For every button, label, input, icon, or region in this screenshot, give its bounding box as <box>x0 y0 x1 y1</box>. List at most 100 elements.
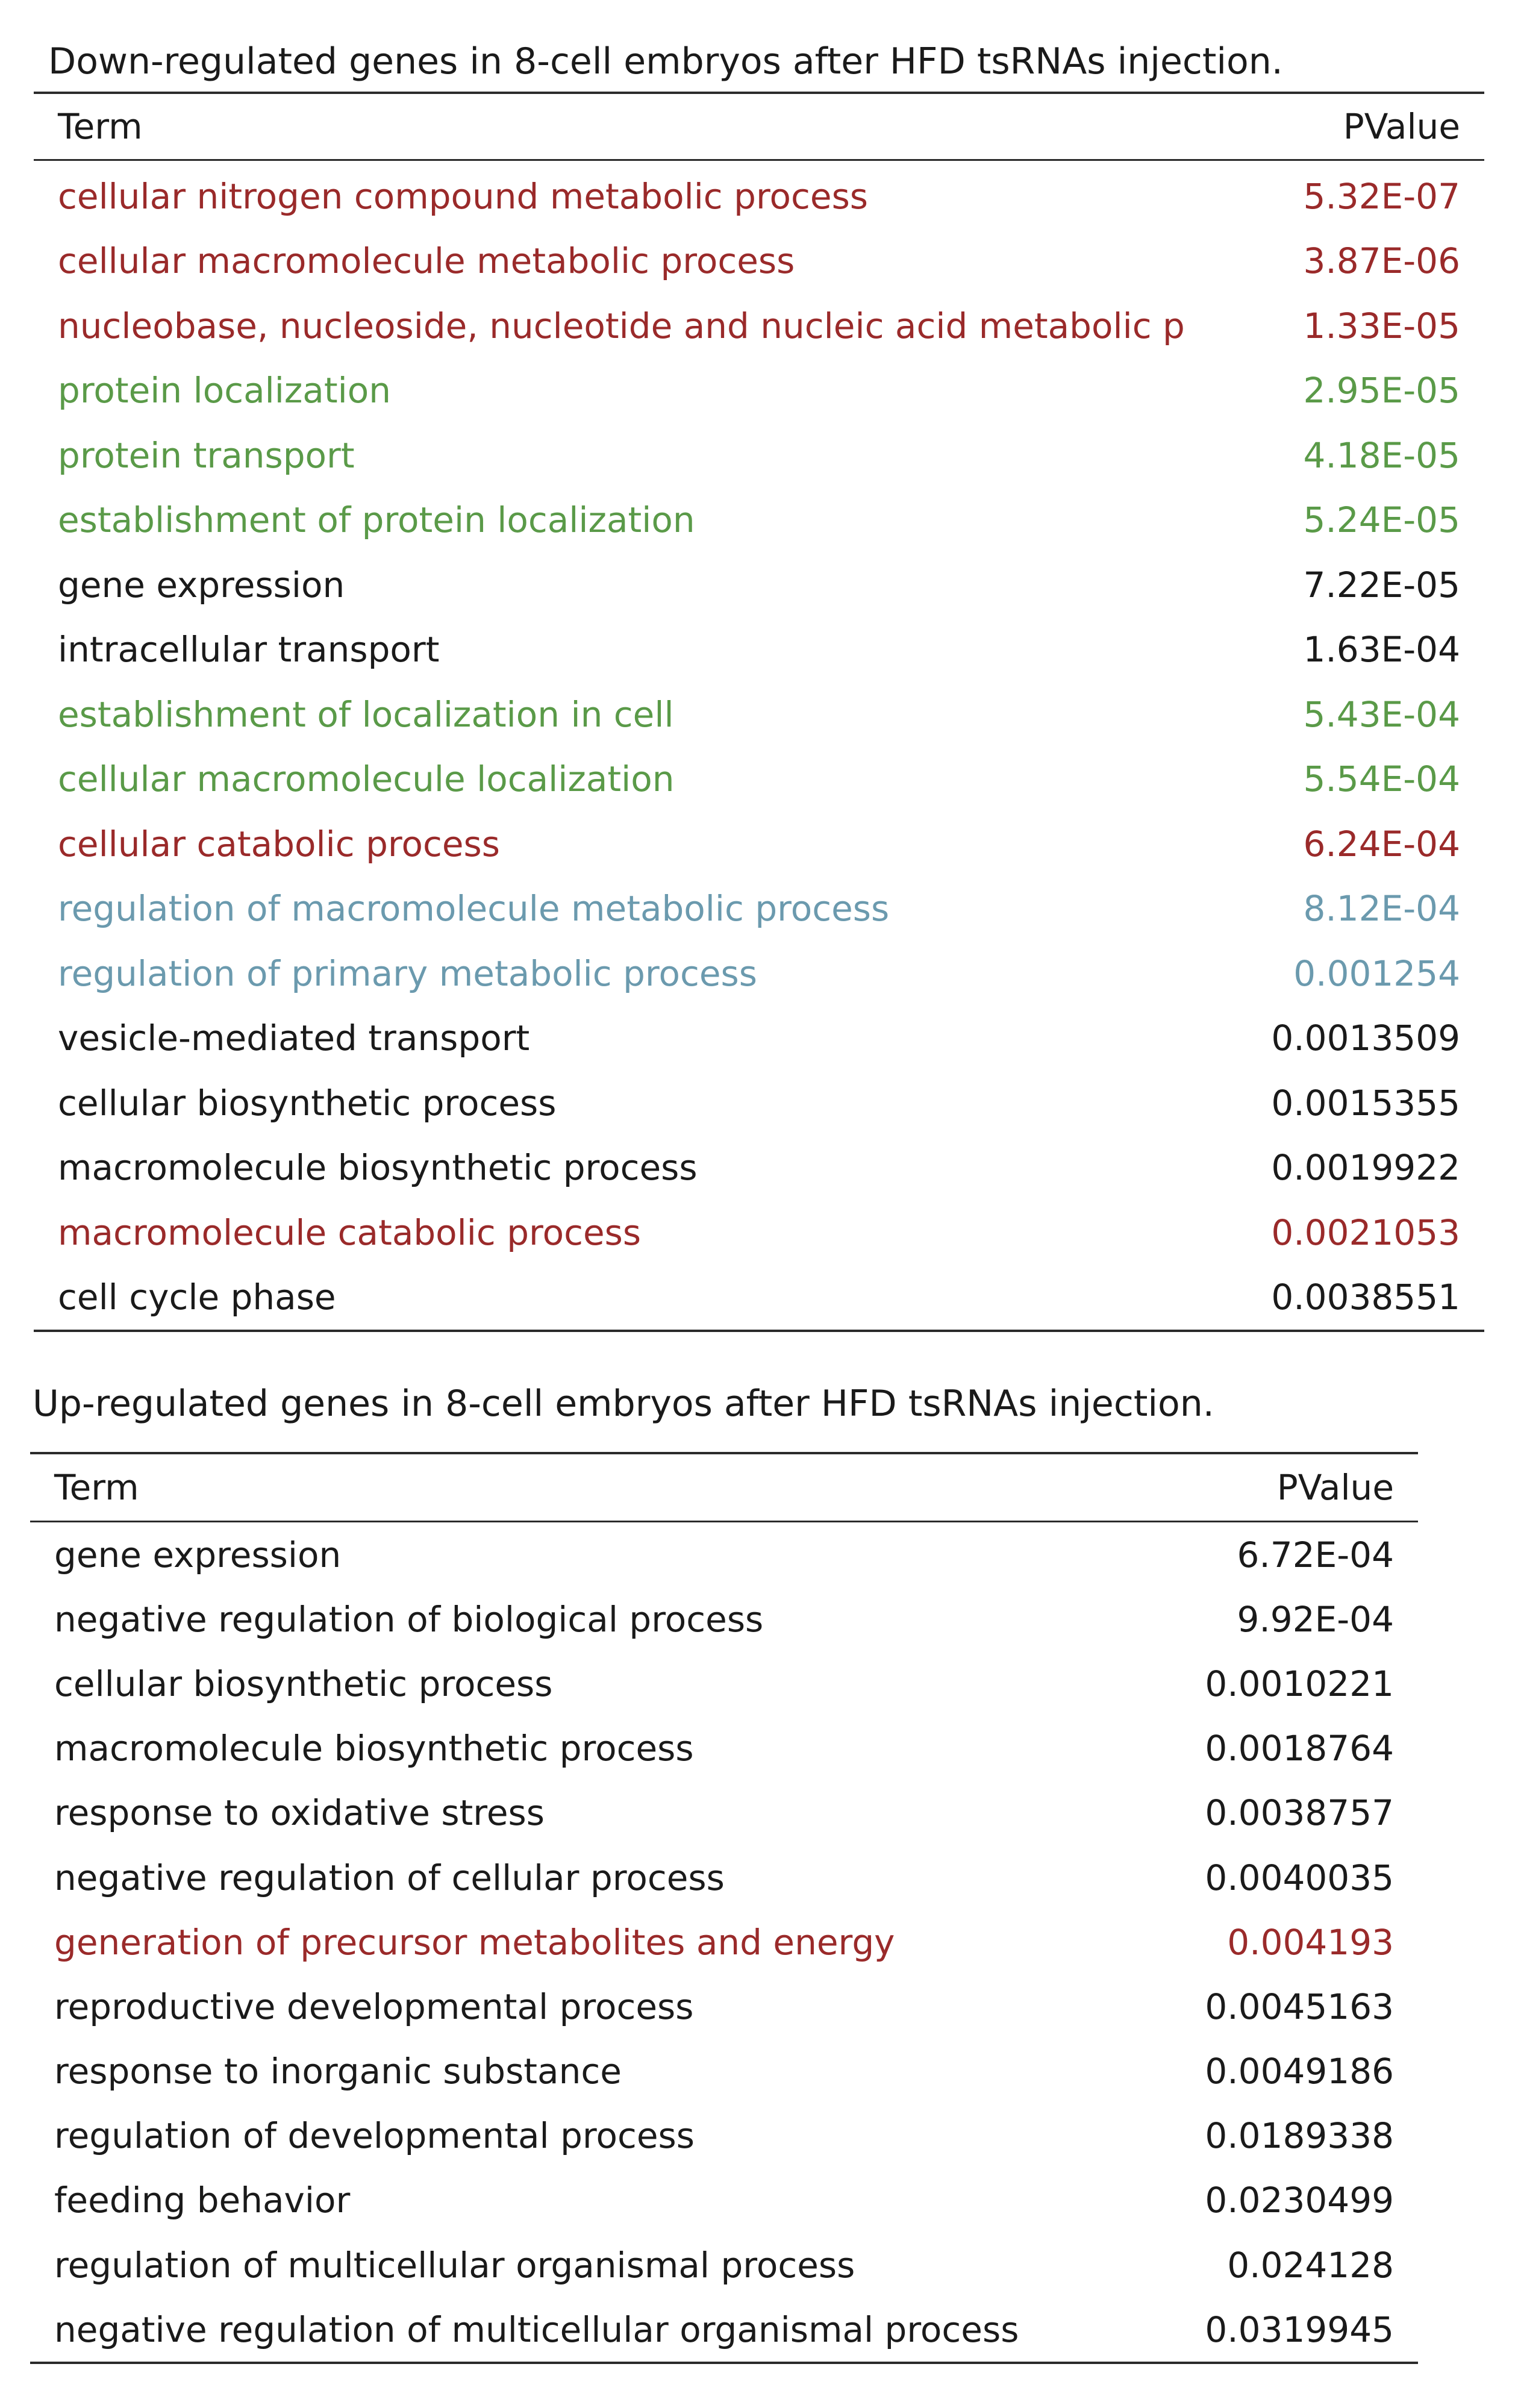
pvalue-cell: 0.0013509 <box>1271 1018 1460 1059</box>
table-row: cellular macromolecule localization 5.54E… <box>34 747 1484 812</box>
table-row: macromolecule catabolic process 0.0021053 <box>34 1200 1484 1265</box>
term-column-header: Term <box>30 1452 1117 1522</box>
term-cell: protein transport <box>58 434 355 476</box>
term-cell: regulation of primary metabolic process <box>58 952 757 994</box>
term-cell: reproductive developmental process <box>54 1986 694 2027</box>
table-row: negative regulation of cellular process 0… <box>30 1845 1418 1910</box>
term-cell: gene expression <box>54 1534 342 1575</box>
go-terms-table: Term PValue cellular nitrogen compound m… <box>34 92 1484 1332</box>
pvalue-cell: 0.004193 <box>1227 1921 1394 1963</box>
pvalue-cell: 5.32E-07 <box>1303 175 1460 217</box>
pvalue-cell: 0.0038757 <box>1205 1792 1394 1834</box>
pvalue-cell: 0.0019922 <box>1271 1147 1460 1189</box>
go-terms-table: Term PValue gene expression 6.72E-04 negat… <box>30 1452 1418 2365</box>
table-row: regulation of primary metabolic process 0… <box>34 941 1484 1006</box>
table-body: cellular nitrogen compound metabolic pro… <box>34 160 1484 1332</box>
term-cell: response to oxidative stress <box>54 1792 545 1834</box>
table-title: Down-regulated genes in 8-cell embryos a… <box>48 40 1283 83</box>
pvalue-cell: 0.0040035 <box>1205 1857 1394 1898</box>
pvalue-cell: 0.0015355 <box>1271 1082 1460 1124</box>
pvalue-cell: 0.0038551 <box>1183 1265 1484 1332</box>
term-column-header: Term <box>34 92 1183 161</box>
pvalue-cell: 8.12E-04 <box>1303 888 1460 930</box>
table-row: regulation of developmental process 0.018… <box>30 2104 1418 2168</box>
table-row: establishment of localization in cell 5.4… <box>34 682 1484 747</box>
pvalue-cell: 5.24E-05 <box>1303 499 1460 541</box>
table-row: cell cycle phase 0.0038551 <box>34 1265 1484 1332</box>
table-row: generation of precursor metabolites and … <box>30 1910 1418 1974</box>
pvalue-cell: 9.92E-04 <box>1237 1598 1394 1640</box>
term-cell: establishment of localization in cell <box>58 693 674 735</box>
term-cell: cellular nitrogen compound metabolic pro… <box>58 175 869 217</box>
pvalue-cell: 1.33E-05 <box>1303 305 1460 346</box>
pvalue-cell: 0.0018764 <box>1205 1728 1394 1769</box>
pvalue-cell: 5.54E-04 <box>1303 758 1460 800</box>
pvalue-cell: 3.87E-06 <box>1303 240 1460 282</box>
pvalue-cell: 6.72E-04 <box>1237 1534 1394 1575</box>
pvalue-cell: 0.0010221 <box>1205 1663 1394 1704</box>
pvalue-cell: 0.0045163 <box>1205 1986 1394 2027</box>
pvalue-cell: 0.0230499 <box>1205 2180 1394 2221</box>
term-cell: negative regulation of cellular process <box>54 1857 725 1898</box>
term-cell: cellular macromolecule metabolic process <box>58 240 795 282</box>
table-row: feeding behavior 0.0230499 <box>30 2168 1418 2233</box>
table-row: reproductive developmental process 0.0045… <box>30 1974 1418 2039</box>
term-cell: negative regulation of biological proces… <box>54 1598 764 1640</box>
table-row: cellular biosynthetic process 0.0015355 <box>34 1071 1484 1136</box>
table-row: negative regulation of multicellular org… <box>30 2297 1418 2365</box>
table-title: Up-regulated genes in 8-cell embryos aft… <box>33 1383 1214 1425</box>
pvalue-cell: 0.0021053 <box>1271 1212 1460 1253</box>
table-row: protein localization 2.95E-05 <box>34 358 1484 424</box>
term-cell: intracellular transport <box>58 629 440 671</box>
table-row: cellular catabolic process 6.24E-04 <box>34 812 1484 877</box>
term-cell: cellular catabolic process <box>58 823 500 865</box>
table-row: nucleobase, nucleoside, nucleotide and n… <box>34 293 1484 358</box>
term-cell: cellular biosynthetic process <box>58 1082 557 1124</box>
term-cell: response to inorganic substance <box>54 2051 622 2092</box>
pvalue-cell: 5.43E-04 <box>1303 693 1460 735</box>
pvalue-cell: 1.63E-04 <box>1303 629 1460 671</box>
table-row: negative regulation of biological proces… <box>30 1587 1418 1651</box>
table-row: response to inorganic substance 0.0049186 <box>30 2039 1418 2104</box>
term-cell: regulation of macromolecule metabolic pr… <box>58 888 890 930</box>
pvalue-cell: 6.24E-04 <box>1303 823 1460 865</box>
term-cell: cellular biosynthetic process <box>54 1663 553 1704</box>
term-cell: macromolecule biosynthetic process <box>58 1147 698 1189</box>
table-row: cellular macromolecule metabolic process… <box>34 229 1484 294</box>
pvalue-cell: 0.001254 <box>1293 952 1460 994</box>
term-cell: cellular macromolecule localization <box>58 758 675 800</box>
term-cell: regulation of developmental process <box>54 2115 695 2157</box>
table-row: gene expression 7.22E-05 <box>34 552 1484 618</box>
pvalue-cell: 4.18E-05 <box>1303 434 1460 476</box>
term-cell: vesicle-mediated transport <box>58 1018 530 1059</box>
table-row: macromolecule biosynthetic process 0.0018… <box>30 1716 1418 1781</box>
term-cell: generation of precursor metabolites and … <box>54 1921 895 1963</box>
term-cell: macromolecule catabolic process <box>58 1212 642 1253</box>
pvalue-column-header: PValue <box>1183 92 1484 161</box>
pvalue-column-header: PValue <box>1117 1452 1418 1522</box>
term-cell: feeding behavior <box>54 2180 351 2221</box>
pvalue-cell: 7.22E-05 <box>1303 564 1460 605</box>
pvalue-cell: 0.0189338 <box>1205 2115 1394 2157</box>
term-cell: nucleobase, nucleoside, nucleotide and n… <box>58 305 1183 346</box>
table-row: regulation of macromolecule metabolic pr… <box>34 877 1484 942</box>
table-row: intracellular transport 1.63E-04 <box>34 618 1484 683</box>
table-header-row: Term PValue <box>34 92 1484 161</box>
pvalue-cell: 2.95E-05 <box>1303 370 1460 411</box>
pvalue-cell: 0.0049186 <box>1205 2051 1394 2092</box>
term-cell: cell cycle phase <box>34 1265 1183 1332</box>
term-cell: macromolecule biosynthetic process <box>54 1728 694 1769</box>
table-row: regulation of multicellular organismal p… <box>30 2233 1418 2297</box>
table-row: protein transport 4.18E-05 <box>34 423 1484 488</box>
table-row: response to oxidative stress 0.0038757 <box>30 1781 1418 1845</box>
term-cell: protein localization <box>58 370 391 411</box>
term-cell: regulation of multicellular organismal p… <box>54 2244 855 2286</box>
pvalue-cell: 0.024128 <box>1227 2244 1394 2286</box>
table-row: cellular biosynthetic process 0.0010221 <box>30 1651 1418 1716</box>
term-cell: establishment of protein localization <box>58 499 695 541</box>
table-row: establishment of protein localization 5.2… <box>34 488 1484 553</box>
table-body: gene expression 6.72E-04 negative regulati… <box>30 1522 1418 2365</box>
term-cell: negative regulation of multicellular org… <box>30 2297 1117 2365</box>
table-row: gene expression 6.72E-04 <box>30 1522 1418 1587</box>
table-header-row: Term PValue <box>30 1452 1418 1522</box>
